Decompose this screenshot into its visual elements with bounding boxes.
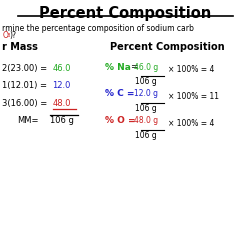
- Text: rmine the percentage composition of sodium carb: rmine the percentage composition of sodi…: [2, 24, 194, 33]
- Text: 106 g: 106 g: [136, 131, 157, 140]
- Text: % C =: % C =: [105, 89, 134, 98]
- Text: MM=: MM=: [18, 116, 39, 125]
- Text: × 100% = 4: × 100% = 4: [168, 119, 214, 128]
- Text: 106 g: 106 g: [136, 104, 157, 113]
- Text: % Na: % Na: [105, 62, 131, 72]
- Text: × 100% = 4: × 100% = 4: [168, 66, 214, 74]
- Text: 46.0 g: 46.0 g: [134, 62, 158, 72]
- Text: 1(12.01) =: 1(12.01) =: [2, 81, 50, 90]
- Text: )?: )?: [10, 31, 16, 40]
- Text: 2(23.00) =: 2(23.00) =: [2, 64, 50, 73]
- Text: × 100% = 11: × 100% = 11: [168, 92, 218, 101]
- Text: 46.0: 46.0: [52, 64, 71, 73]
- Text: 48.0: 48.0: [52, 99, 71, 108]
- Text: O: O: [2, 31, 8, 40]
- Text: 106 g: 106 g: [50, 116, 74, 125]
- Text: 3: 3: [6, 33, 10, 38]
- Text: =: =: [130, 62, 138, 72]
- Text: r Mass: r Mass: [2, 42, 38, 52]
- Text: Percent Composition: Percent Composition: [39, 6, 211, 21]
- Text: 3(16.00) =: 3(16.00) =: [2, 99, 50, 108]
- Text: 12.0 g: 12.0 g: [134, 89, 158, 98]
- Text: 48.0 g: 48.0 g: [134, 116, 158, 125]
- Text: % O =: % O =: [105, 116, 136, 125]
- Text: Percent Composition: Percent Composition: [110, 42, 224, 52]
- Text: 12.0: 12.0: [52, 81, 71, 90]
- Text: 106 g: 106 g: [136, 78, 157, 86]
